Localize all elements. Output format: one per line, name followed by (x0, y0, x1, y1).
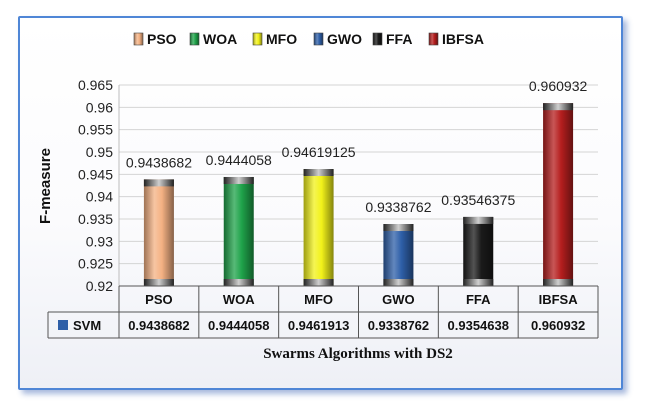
legend-swatch-ibfsa (428, 32, 439, 46)
bar-cap-top (223, 176, 254, 184)
data-label: 0.9438682 (126, 154, 192, 170)
x-tick-label: FFA (466, 292, 491, 307)
bar-pso (143, 179, 174, 286)
data-label: 0.9444058 (206, 152, 272, 168)
bar-cap-top (383, 224, 414, 232)
table-series-swatch (58, 320, 68, 330)
y-tick-label: 0.96 (86, 99, 113, 115)
legend-label-gwo: GWO (327, 31, 362, 47)
x-tick-label: IBFSA (539, 292, 579, 307)
legend-label-mfo: MFO (266, 31, 297, 47)
bar-gwo (383, 224, 414, 286)
bar-cap-top (143, 179, 174, 187)
bar-cap-bottom (143, 279, 174, 286)
x-axis-title: Swarms Algorithms with DS2 (263, 346, 453, 362)
bar-cap-bottom (543, 279, 574, 286)
bar-cap-bottom (463, 279, 494, 286)
table-cell-value: 0.9354638 (448, 318, 509, 333)
x-tick-label: MFO (304, 292, 333, 307)
x-tick-label: PSO (145, 292, 172, 307)
legend-swatch-woa (189, 32, 200, 46)
bar-woa (223, 176, 254, 286)
legend-label-woa: WOA (203, 31, 237, 47)
table-cell-value: 0.960932 (531, 318, 585, 333)
bar-cap-top (463, 216, 494, 224)
y-tick-label: 0.95 (86, 144, 113, 160)
y-tick-label: 0.92 (86, 278, 113, 294)
bar-cap-bottom (303, 279, 334, 286)
data-label: 0.960932 (529, 78, 588, 94)
y-axis-title: F-measure (37, 148, 54, 224)
legend-label-ffa: FFA (386, 31, 412, 47)
x-tick-label: WOA (223, 292, 255, 307)
legend-swatch-ffa (372, 32, 383, 46)
table-cell-value: 0.9461913 (288, 318, 349, 333)
legend-swatch-pso (133, 32, 144, 46)
legend-label-pso: PSO (147, 31, 177, 47)
y-tick-label: 0.955 (78, 122, 113, 138)
bar-mfo (303, 169, 334, 286)
data-label: 0.93546375 (441, 192, 515, 208)
y-tick-label: 0.965 (78, 77, 113, 93)
y-tick-label: 0.94 (86, 189, 113, 205)
y-tick-label: 0.925 (78, 256, 113, 272)
bar-cap-bottom (383, 279, 414, 286)
table-cell-value: 0.9438682 (128, 318, 189, 333)
bar-cap-top (303, 169, 334, 177)
x-tick-label: GWO (382, 292, 415, 307)
data-label: 0.94619125 (282, 144, 356, 160)
bar-cap-bottom (223, 279, 254, 286)
bar-cap-top (543, 103, 574, 111)
table-cell-value: 0.9444058 (208, 318, 269, 333)
bar-ibfsa (543, 103, 574, 286)
legend-swatch-mfo (252, 32, 263, 46)
table-series-label: SVM (73, 318, 101, 333)
y-tick-label: 0.93 (86, 233, 113, 249)
bar-ffa (463, 216, 494, 286)
data-label: 0.9338762 (365, 199, 431, 215)
legend-swatch-gwo (313, 32, 324, 46)
y-tick-label: 0.935 (78, 211, 113, 227)
y-tick-label: 0.945 (78, 166, 113, 182)
legend-label-ibfsa: IBFSA (442, 31, 484, 47)
table-cell-value: 0.9338762 (368, 318, 429, 333)
